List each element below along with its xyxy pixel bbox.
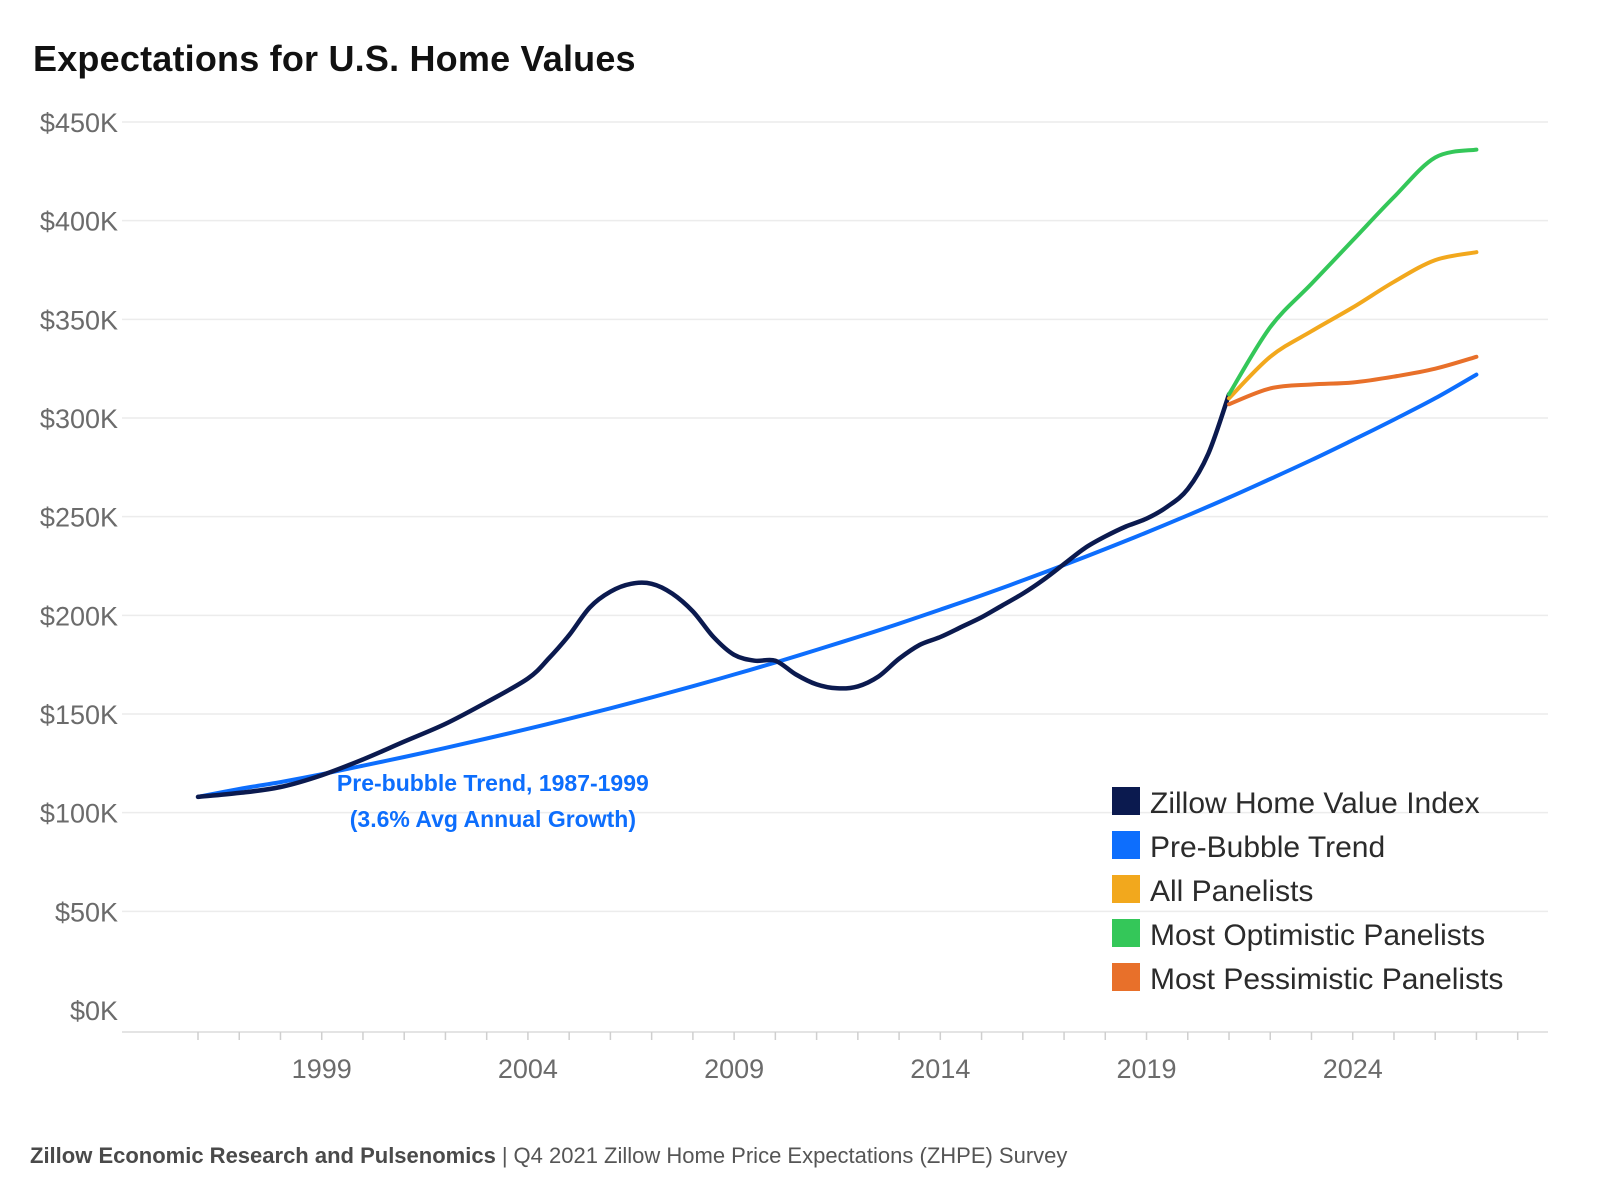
legend-label-zillow-home-value-index: Zillow Home Value Index <box>1150 787 1480 820</box>
y-tick-label: $300K <box>40 404 118 434</box>
y-tick-label: $400K <box>40 207 118 237</box>
legend-label-all-panelists: All Panelists <box>1150 875 1313 908</box>
y-tick-label: $350K <box>40 305 118 335</box>
y-axis-tick-labels: $0K $50K $100K $150K $200K $250K $300K $350K $40… <box>40 108 118 1026</box>
legend-label-pre-bubble-trend: Pre-Bubble Trend <box>1150 831 1385 864</box>
annotation-line: Pre-bubble Trend, 1987-1999 <box>337 770 649 796</box>
legend-swatch-zillow-home-value-index <box>1112 787 1140 815</box>
gridlines <box>122 121 1548 913</box>
x-axis: 1999 2004 2009 2014 2019 2024 <box>122 1031 1548 1084</box>
series-line-all-panelists <box>1227 250 1479 401</box>
y-tick-label: $200K <box>40 601 118 631</box>
legend: Zillow Home Value Index Pre-Bubble Trend A… <box>1112 787 1503 996</box>
footer-source: Zillow Economic Research and Pulsenomics… <box>30 1143 1067 1169</box>
legend-swatch-all-panelists <box>1112 875 1140 903</box>
series-lines <box>195 147 1479 800</box>
y-tick-label: $250K <box>40 503 118 533</box>
y-tick-label: $0K <box>70 996 118 1026</box>
legend-label-most-pessimistic-panelists: Most Pessimistic Panelists <box>1150 963 1503 996</box>
x-tick-label: 2014 <box>910 1054 970 1084</box>
series-line-pre-bubble-trend <box>196 372 1479 799</box>
x-tick-label: 2009 <box>704 1054 764 1084</box>
y-tick-label: $150K <box>40 700 118 730</box>
x-tick-label: 2004 <box>498 1054 558 1084</box>
x-tick-label: 2019 <box>1116 1054 1176 1084</box>
x-tick-label: 2024 <box>1323 1054 1383 1084</box>
series-line-most-optimistic-panelists <box>1227 147 1479 397</box>
y-tick-label: $100K <box>40 799 118 829</box>
annotation-line: (3.6% Avg Annual Growth) <box>350 806 636 832</box>
legend-swatch-most-optimistic-panelists <box>1112 919 1140 947</box>
footer-separator: | <box>501 1143 508 1168</box>
y-tick-label: $450K <box>40 108 118 138</box>
trend-annotation: Pre-bubble Trend, 1987-1999 (3.6% Avg Ann… <box>337 770 649 832</box>
legend-swatch-pre-bubble-trend <box>1112 831 1140 859</box>
y-tick-label: $50K <box>55 897 118 927</box>
legend-swatch-most-pessimistic-panelists <box>1112 963 1140 991</box>
series-line-zillow-home-value-index <box>195 392 1232 800</box>
chart-title: Expectations for U.S. Home Values <box>33 38 636 79</box>
footer-source-bold: Zillow Economic Research and Pulsenomics <box>30 1143 496 1168</box>
series-line-most-pessimistic-panelists <box>1227 354 1479 407</box>
legend-label-most-optimistic-panelists: Most Optimistic Panelists <box>1150 919 1485 952</box>
x-tick-label: 1999 <box>292 1054 352 1084</box>
footer-source-rest: Q4 2021 Zillow Home Price Expectations (… <box>513 1143 1068 1168</box>
